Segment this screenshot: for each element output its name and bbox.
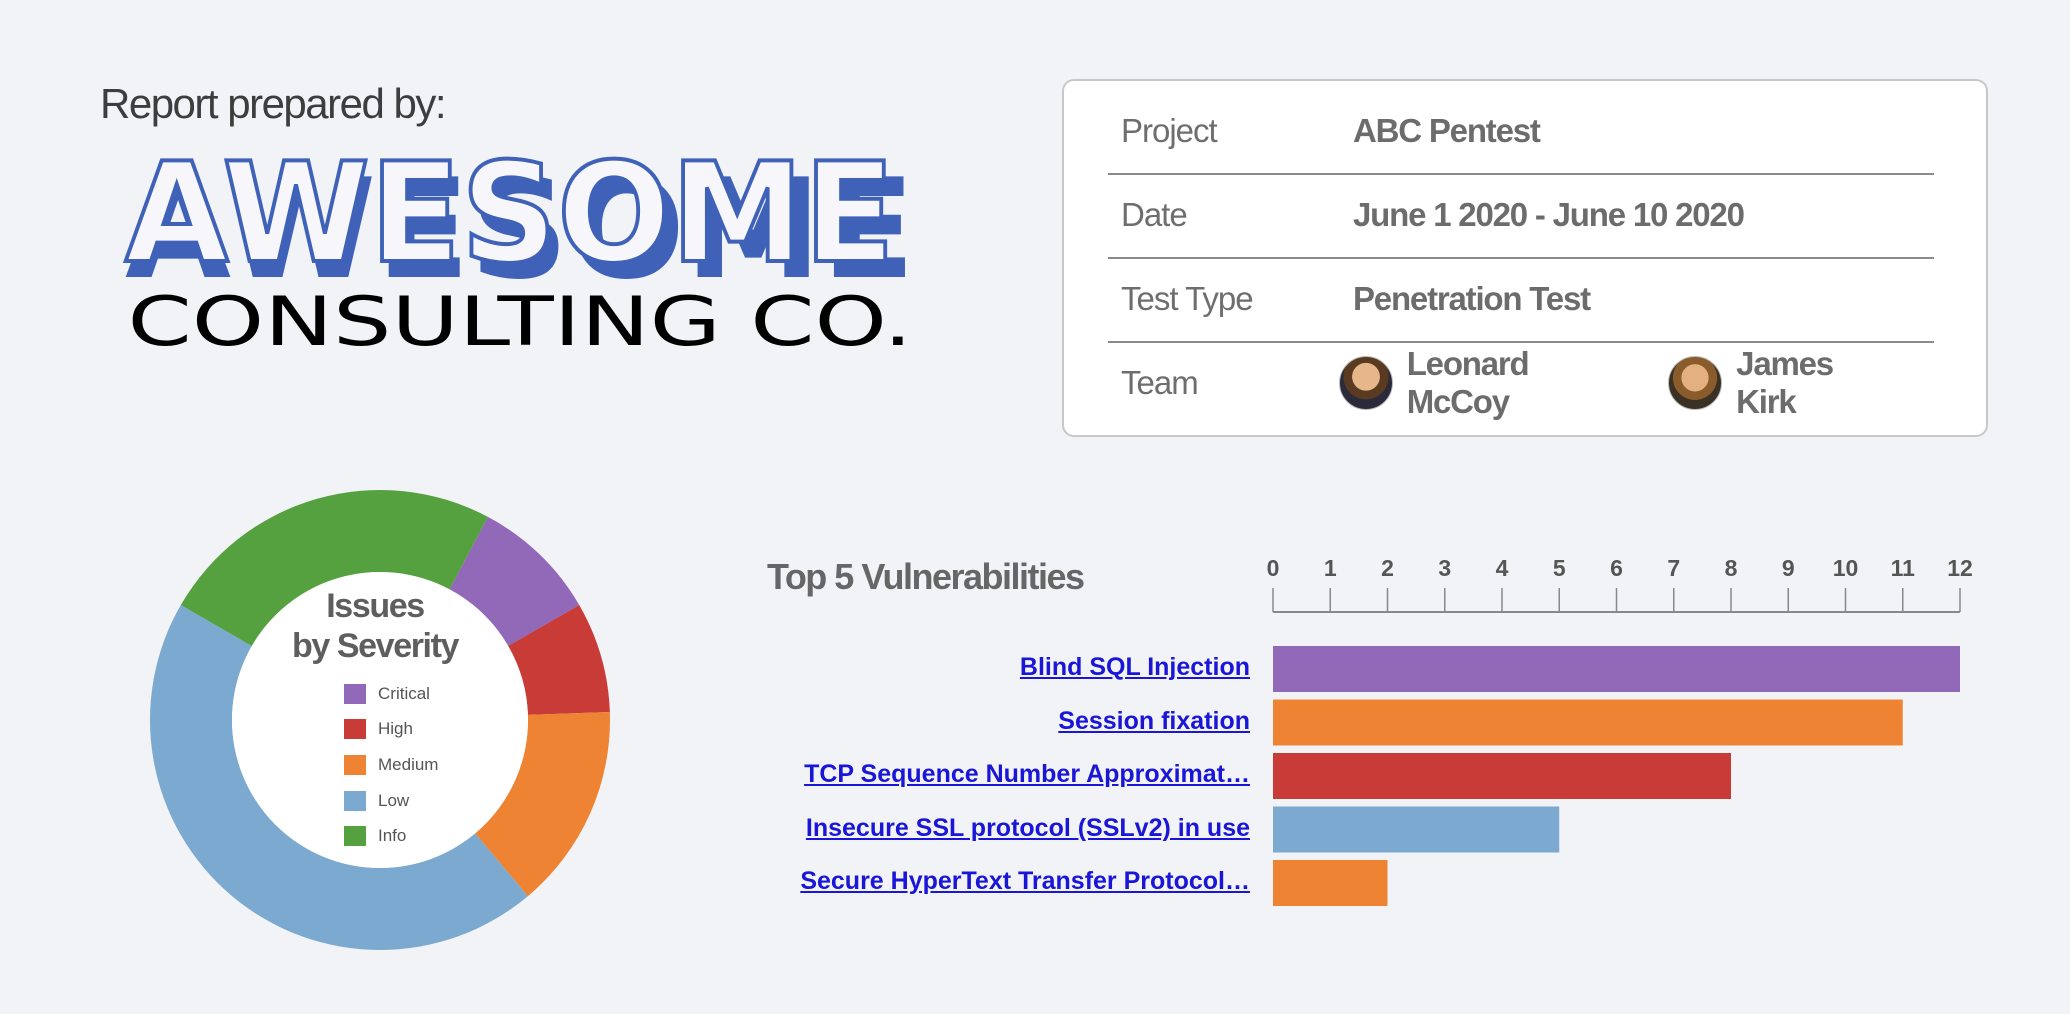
x-tick-label: 6: [1610, 555, 1623, 581]
legend-label: Info: [378, 826, 407, 846]
severity-donut-chart: [150, 490, 610, 950]
member-name: James Kirk: [1736, 345, 1834, 420]
test-type-value: Penetration Test: [1353, 280, 1591, 317]
donut-slice-medium: [475, 711, 610, 897]
severity-legend: Critical High Medium Low Info: [344, 676, 438, 854]
donut-title-line-1: Issues: [326, 587, 425, 625]
project-row: Project ABC Pentest: [1108, 89, 1934, 175]
legend-label: Critical: [378, 683, 430, 703]
bar: [1273, 806, 1560, 853]
x-tick-label: 2: [1381, 555, 1394, 581]
test-type-label: Test Type: [1121, 280, 1254, 317]
x-tick-label: 0: [1267, 555, 1280, 581]
x-tick-label: 4: [1496, 555, 1509, 581]
logo-consulting: CONSULTING CO.: [128, 283, 913, 355]
legend-item-high: High: [344, 712, 438, 748]
x-tick-label: 10: [1833, 555, 1859, 581]
project-value: ABC Pentest: [1353, 112, 1541, 149]
date-value: June 1 2020 - June 10 2020: [1353, 196, 1745, 233]
project-label: Project: [1121, 112, 1218, 149]
legend-item-low: Low: [344, 783, 438, 819]
legend-swatch: [344, 719, 366, 740]
x-tick-label: 1: [1324, 555, 1337, 581]
team-member: James Kirk: [1668, 345, 1886, 421]
logo-awesome-shadow: AWESOME: [125, 155, 915, 310]
team-member: Leonard McCoy: [1338, 345, 1620, 421]
legend-label: High: [378, 719, 413, 739]
test-type-row: Test Type Penetration Test: [1108, 257, 1934, 343]
vulnerability-link[interactable]: Blind SQL Injection: [1019, 653, 1250, 681]
x-tick-label: 8: [1725, 555, 1738, 581]
project-info-card: Project ABC Pentest Date June 1 2020 - J…: [1062, 79, 1988, 437]
vulnerability-link[interactable]: Insecure SSL protocol (SSLv2) in use: [805, 814, 1250, 842]
bar: [1273, 646, 1960, 692]
team-label: Team: [1121, 364, 1199, 401]
date-row: Date June 1 2020 - June 10 2020: [1108, 173, 1934, 259]
donut-slice-info: [180, 490, 488, 646]
x-tick-label: 9: [1782, 555, 1795, 581]
donut-hole: [232, 572, 528, 868]
legend-item-info: Info: [344, 818, 438, 854]
legend-label: Low: [378, 790, 410, 810]
legend-swatch: [344, 683, 366, 704]
legend-label: Medium: [378, 754, 439, 774]
vulnerability-link[interactable]: Secure HyperText Transfer Protocol…: [800, 867, 1250, 895]
company-logo: AWESOME AWESOME CONSULTING CO.: [123, 155, 915, 355]
legend-swatch: [344, 790, 366, 811]
legend-swatch: [344, 826, 366, 847]
avatar: [1338, 356, 1393, 410]
legend-item-medium: Medium: [344, 747, 438, 783]
legend-item-critical: Critical: [344, 676, 438, 712]
bar: [1273, 699, 1903, 746]
avatar: [1668, 356, 1723, 410]
team-row: Team Leonard McCoy James Kirk: [1108, 341, 1934, 425]
donut-title-line-2: by Severity: [291, 627, 459, 665]
x-tick-label: 7: [1667, 555, 1680, 581]
logo-awesome: AWESOME: [125, 155, 895, 294]
report-prepared-by: Report prepared by:: [100, 80, 447, 127]
top-vulnerabilities-title: Top 5 Vulnerabilities: [767, 556, 1085, 597]
x-tick-label: 5: [1553, 555, 1566, 581]
donut-slice-low: [150, 605, 528, 950]
donut-slice-critical: [449, 516, 580, 646]
bar: [1273, 753, 1731, 799]
bar: [1273, 860, 1388, 906]
member-name: Leonard McCoy: [1406, 345, 1530, 420]
x-tick-label: 11: [1891, 555, 1916, 581]
x-tick-label: 3: [1438, 555, 1451, 581]
vulnerability-link[interactable]: TCP Sequence Number Approximat…: [804, 760, 1250, 788]
legend-swatch: [344, 754, 366, 775]
date-label: Date: [1121, 196, 1188, 233]
x-tick-label: 12: [1947, 555, 1973, 581]
donut-slice-high: [508, 605, 610, 715]
vulnerability-link[interactable]: Session fixation: [1058, 707, 1250, 735]
